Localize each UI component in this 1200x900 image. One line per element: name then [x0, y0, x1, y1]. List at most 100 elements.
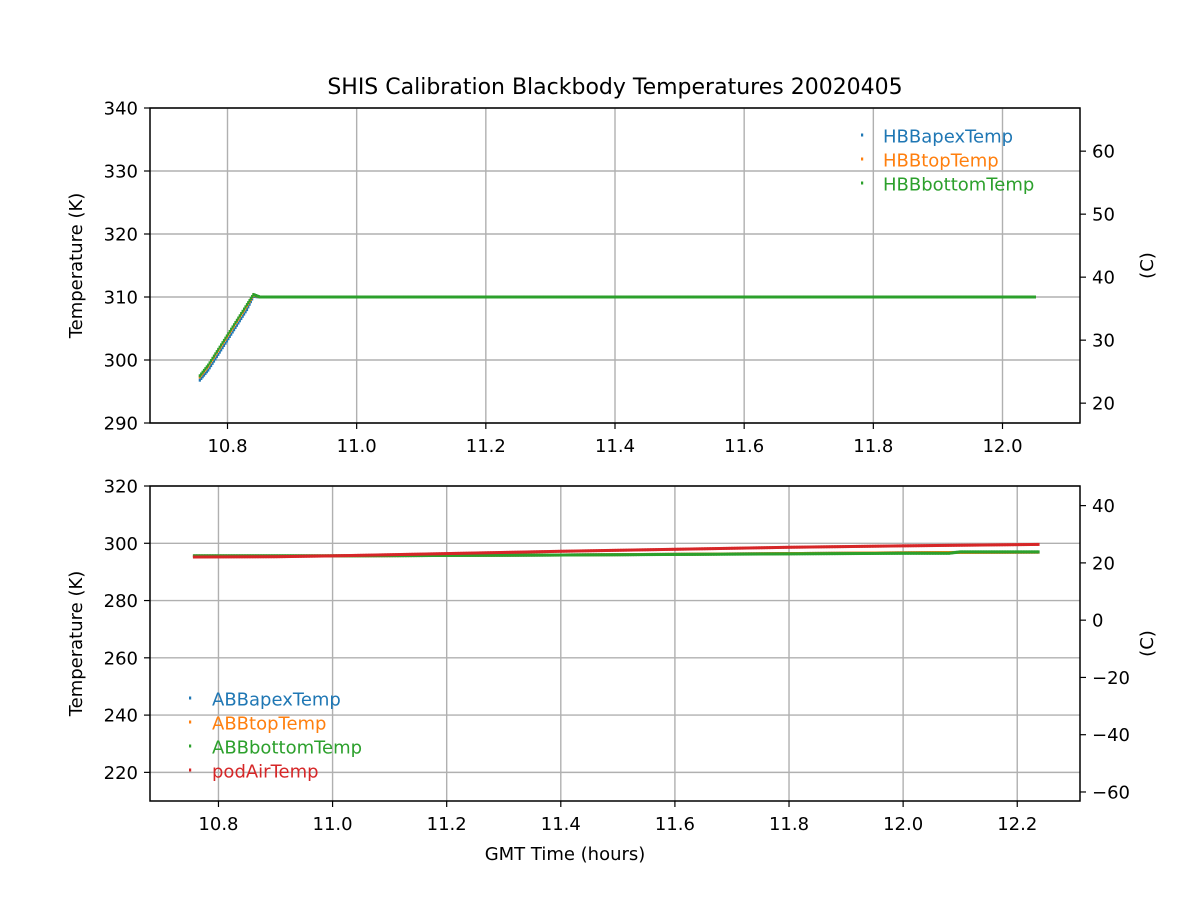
data-point [602, 553, 606, 557]
data-point [924, 551, 927, 555]
data-point [832, 295, 835, 299]
data-point [572, 553, 575, 557]
data-point [364, 553, 368, 557]
data-point [810, 545, 813, 549]
data-point [340, 295, 343, 299]
data-point [859, 295, 862, 299]
data-point [842, 295, 845, 299]
data-point [266, 555, 269, 559]
data-point [957, 543, 961, 547]
data-point [207, 363, 210, 367]
data-point [967, 543, 970, 547]
y-tick-label: 290 [104, 414, 138, 435]
data-point [1000, 543, 1003, 547]
data-point [633, 553, 636, 557]
data-point [838, 295, 842, 299]
x-tick-label: 12.2 [997, 814, 1037, 835]
data-point [534, 295, 537, 299]
data-point [813, 545, 816, 549]
data-point [562, 295, 566, 299]
data-point [1005, 295, 1008, 299]
data-point [736, 295, 739, 299]
data-point [430, 554, 433, 557]
data-point [791, 295, 794, 299]
data-point [244, 305, 247, 309]
data-point [227, 332, 230, 336]
data-point [518, 550, 521, 554]
data-point [615, 548, 618, 552]
data-point [767, 552, 770, 556]
data-point [754, 295, 757, 299]
data-point [886, 551, 889, 555]
data-point [685, 547, 688, 551]
data-point [876, 544, 879, 548]
data-point [963, 295, 966, 299]
data-point [821, 295, 824, 299]
data-point [224, 555, 228, 559]
data-point [502, 553, 505, 557]
data-point [739, 295, 743, 299]
data-point [658, 548, 661, 552]
data-point [505, 550, 509, 554]
data-point [247, 305, 250, 309]
data-point [580, 553, 583, 557]
data-point [746, 295, 749, 299]
data-point [803, 545, 807, 549]
data-point [275, 295, 278, 299]
data-point [780, 545, 783, 549]
data-point [767, 546, 770, 550]
data-point [973, 295, 976, 299]
legend-marker [189, 744, 192, 748]
data-point [929, 544, 932, 548]
data-point [490, 551, 493, 555]
data-point [452, 551, 455, 555]
data-point [472, 551, 475, 555]
data-point [775, 546, 778, 549]
data-point [205, 555, 208, 559]
data-point [1026, 550, 1029, 554]
data-point [463, 551, 466, 555]
data-point [807, 552, 810, 556]
data-point [399, 295, 402, 299]
data-point [853, 552, 856, 556]
data-point [269, 555, 272, 559]
data-point [647, 295, 650, 299]
data-point [218, 555, 221, 559]
data-point [946, 543, 949, 547]
data-point [234, 320, 237, 324]
data-point [515, 550, 518, 554]
data-point [968, 295, 971, 299]
data-point [986, 543, 989, 547]
data-point [789, 552, 792, 556]
data-point [867, 544, 870, 548]
data-point [1018, 550, 1021, 554]
data-point [903, 551, 906, 555]
data-point [940, 543, 943, 547]
data-point [1027, 543, 1030, 547]
data-point [481, 553, 484, 557]
right-y-tick-label: 40 [1092, 496, 1115, 517]
data-point [773, 552, 776, 556]
data-point [421, 295, 424, 299]
data-point [695, 295, 698, 299]
data-point [862, 295, 866, 299]
data-point [743, 295, 746, 299]
data-point [575, 549, 578, 553]
data-point [921, 544, 924, 548]
data-point [582, 553, 585, 557]
data-point [933, 295, 936, 299]
data-point [410, 295, 413, 299]
data-point [791, 552, 794, 556]
data-point [952, 551, 955, 555]
data-point [994, 550, 997, 554]
data-point [348, 295, 351, 299]
data-point [421, 552, 425, 556]
data-point [620, 295, 623, 299]
data-point [856, 552, 859, 556]
data-point [639, 553, 642, 557]
data-point [319, 295, 322, 299]
data-point [269, 295, 272, 299]
data-point [430, 295, 434, 299]
data-point [974, 295, 977, 299]
data-point [762, 552, 765, 556]
